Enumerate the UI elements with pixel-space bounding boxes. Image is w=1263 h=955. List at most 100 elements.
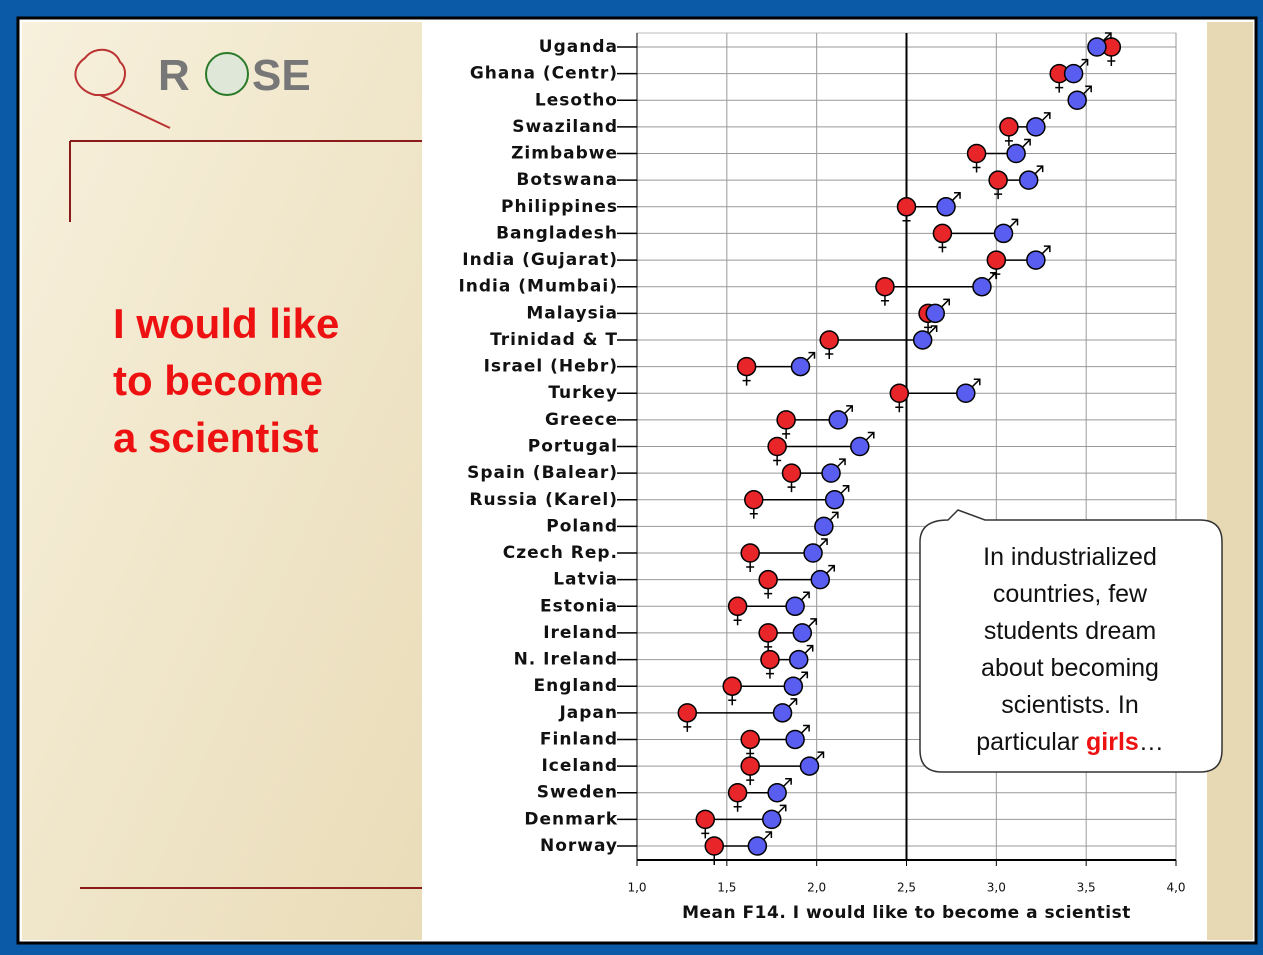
callout-line: scientists. In — [1001, 691, 1139, 719]
y-tick-label: Iceland — [541, 756, 618, 776]
y-tick-label: Denmark — [524, 809, 618, 829]
y-tick-label: Turkey — [548, 383, 618, 403]
y-tick-label: India (Mumbai) — [458, 277, 618, 297]
marker — [768, 784, 786, 802]
marker — [793, 624, 811, 642]
marker — [957, 384, 975, 402]
x-axis-label: Mean F14. I would like to become a scien… — [682, 903, 1131, 923]
marker — [696, 810, 714, 828]
y-tick-label: Norway — [540, 836, 618, 856]
marker — [890, 384, 908, 402]
marker — [995, 224, 1013, 242]
x-tick-label: 2,5 — [897, 881, 916, 895]
marker — [741, 757, 759, 775]
y-tick-label: Ireland — [543, 623, 618, 643]
marker — [968, 145, 986, 163]
marker — [989, 171, 1007, 189]
marker — [933, 224, 951, 242]
y-tick-label: Greece — [545, 410, 618, 430]
callout-word: … — [1139, 728, 1164, 756]
marker — [1065, 65, 1083, 83]
slide: R SE I would like to become a scientist … — [0, 0, 1263, 955]
marker — [786, 730, 804, 748]
callout-line: students dream — [984, 617, 1156, 645]
marker — [1000, 118, 1018, 136]
marker — [784, 677, 802, 695]
marker — [1088, 38, 1106, 56]
y-tick-label: Philippines — [501, 197, 618, 217]
left-panel — [22, 22, 422, 940]
y-tick-label: Czech Rep. — [503, 543, 618, 563]
globe — [206, 53, 248, 95]
y-tick-label: Japan — [558, 703, 618, 723]
marker — [1027, 118, 1045, 136]
heading: to become — [113, 357, 323, 404]
x-tick-label: 4,0 — [1166, 881, 1185, 895]
marker — [898, 198, 916, 216]
y-tick-label: Israel (Hebr) — [484, 357, 618, 377]
marker — [723, 677, 741, 695]
callout: In industrialized countries, few students … — [920, 510, 1222, 772]
y-tick-label: Uganda — [539, 37, 618, 57]
marker — [804, 544, 822, 562]
x-tick-label: 1,5 — [717, 881, 736, 895]
marker — [768, 438, 786, 456]
marker — [705, 837, 723, 855]
x-tick-label: 3,0 — [987, 881, 1006, 895]
marker — [811, 571, 829, 589]
marker — [973, 278, 991, 296]
callout-line: about becoming — [981, 654, 1159, 682]
marker — [786, 597, 804, 615]
marker — [783, 464, 801, 482]
x-tick-label: 2,0 — [807, 881, 826, 895]
logo-text: R — [158, 51, 190, 100]
callout-line: countries, few — [993, 580, 1148, 608]
y-tick-label: Russia (Karel) — [469, 490, 618, 510]
logo-text: SE — [252, 51, 311, 100]
heading: I would like — [113, 300, 339, 347]
marker — [937, 198, 955, 216]
y-tick-label: Spain (Balear) — [467, 463, 618, 483]
marker — [926, 304, 944, 322]
y-tick-label: Latvia — [553, 570, 618, 590]
y-tick-label: Swaziland — [512, 117, 618, 137]
y-tick-label: England — [534, 676, 618, 696]
marker — [851, 438, 869, 456]
y-tick-label: India (Gujarat) — [462, 250, 618, 270]
y-tick-label: Trinidad & T — [490, 330, 618, 350]
marker — [774, 704, 792, 722]
callout-line: In industrialized — [983, 543, 1157, 571]
callout-word: particular — [976, 728, 1079, 756]
y-tick-label: Portugal — [528, 437, 618, 457]
marker — [1020, 171, 1038, 189]
marker — [741, 730, 759, 748]
y-tick-label: Malaysia — [526, 303, 618, 323]
y-tick-label: Botswana — [516, 170, 618, 190]
marker — [745, 491, 763, 509]
marker — [1027, 251, 1045, 269]
y-tick-label: Lesotho — [535, 90, 618, 110]
marker — [791, 358, 809, 376]
marker — [761, 651, 779, 669]
marker — [759, 571, 777, 589]
x-tick-label: 1,0 — [627, 881, 646, 895]
marker — [763, 810, 781, 828]
callout-line: particulargirls… — [976, 728, 1164, 756]
marker — [829, 411, 847, 429]
marker — [678, 704, 696, 722]
marker — [914, 331, 932, 349]
marker — [748, 837, 766, 855]
marker — [729, 597, 747, 615]
x-tick-label: 3,5 — [1077, 881, 1096, 895]
marker — [1068, 91, 1086, 109]
y-tick-label: N. Ireland — [514, 650, 618, 670]
marker — [729, 784, 747, 802]
marker — [987, 251, 1005, 269]
y-tick-label: Bangladesh — [496, 223, 618, 243]
marker — [738, 358, 756, 376]
marker — [759, 624, 777, 642]
y-tick-label: Zimbabwe — [511, 144, 618, 164]
y-tick-label: Estonia — [540, 596, 618, 616]
marker — [741, 544, 759, 562]
marker — [815, 517, 833, 535]
